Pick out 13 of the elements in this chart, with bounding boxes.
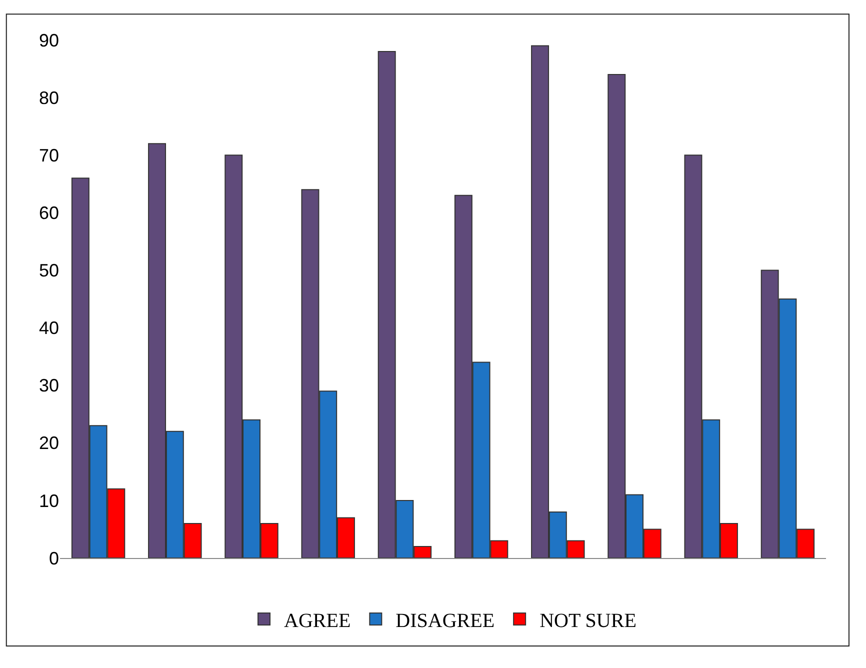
y-tick-label: 70: [38, 145, 59, 166]
y-tick-label: 0: [48, 548, 59, 568]
y-tick-label: 90: [38, 30, 59, 50]
y-tick-label: 60: [38, 202, 59, 223]
y-tick-label: 50: [38, 260, 59, 281]
y-tick-label: 10: [38, 490, 59, 511]
y-tick-label: 20: [38, 433, 59, 454]
y-tick-label: 80: [38, 88, 59, 108]
legend-label: AGREE: [284, 610, 351, 632]
legend-label: NOT SURE: [540, 610, 636, 632]
y-tick-label: 30: [38, 376, 59, 396]
legend-label: DISAGREE: [396, 610, 495, 632]
y-tick-label: 40: [38, 318, 59, 338]
